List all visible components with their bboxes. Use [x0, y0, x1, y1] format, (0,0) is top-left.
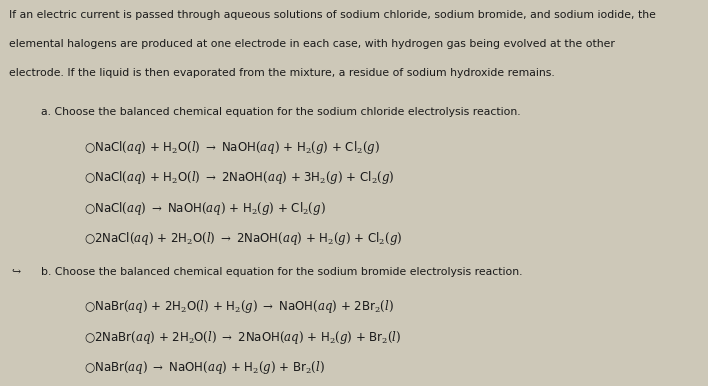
Text: elemental halogens are produced at one electrode in each case, with hydrogen gas: elemental halogens are produced at one e…	[9, 39, 615, 49]
Text: a. Choose the balanced chemical equation for the sodium chloride electrolysis re: a. Choose the balanced chemical equation…	[41, 107, 520, 117]
Text: $\bigcirc$NaCl$(aq)$ $\rightarrow$ NaOH$(aq)$ + H$_2$$(g)$ + Cl$_2$$(g)$: $\bigcirc$NaCl$(aq)$ $\rightarrow$ NaOH$…	[84, 200, 326, 217]
Text: $\hookrightarrow$: $\hookrightarrow$	[9, 267, 22, 277]
Text: $\bigcirc$2NaCl$(aq)$ + 2H$_2$O$(l)$ $\rightarrow$ 2NaOH$(aq)$ + H$_2$$(g)$ + Cl: $\bigcirc$2NaCl$(aq)$ + 2H$_2$O$(l)$ $\r…	[84, 230, 402, 247]
Text: $\bigcirc$NaBr$(aq)$ $\rightarrow$ NaOH$(aq)$ + H$_2$$(g)$ + Br$_2$$(l)$: $\bigcirc$NaBr$(aq)$ $\rightarrow$ NaOH$…	[84, 359, 324, 376]
Text: b. Choose the balanced chemical equation for the sodium bromide electrolysis rea: b. Choose the balanced chemical equation…	[41, 267, 523, 277]
Text: If an electric current is passed through aqueous solutions of sodium chloride, s: If an electric current is passed through…	[9, 10, 656, 20]
Text: $\bigcirc$NaCl$(aq)$ + H$_2$O$(l)$ $\rightarrow$ NaOH$(aq)$ + H$_2$$(g)$ + Cl$_2: $\bigcirc$NaCl$(aq)$ + H$_2$O$(l)$ $\rig…	[84, 139, 379, 156]
Text: $\bigcirc$NaCl$(aq)$ + H$_2$O$(l)$ $\rightarrow$ 2NaOH$(aq)$ + 3H$_2$$(g)$ + Cl$: $\bigcirc$NaCl$(aq)$ + H$_2$O$(l)$ $\rig…	[84, 169, 394, 186]
Text: $\bigcirc$NaBr$(aq)$ + 2H$_2$O$(l)$ + H$_2$$(g)$ $\rightarrow$ NaOH$(aq)$ + 2Br$: $\bigcirc$NaBr$(aq)$ + 2H$_2$O$(l)$ + H$…	[84, 298, 394, 315]
Text: $\bigcirc$2NaBr$(aq)$ + 2H$_2$O$(l)$ $\rightarrow$ 2NaOH$(aq)$ + H$_2$$(g)$ + Br: $\bigcirc$2NaBr$(aq)$ + 2H$_2$O$(l)$ $\r…	[84, 329, 401, 346]
Text: electrode. If the liquid is then evaporated from the mixture, a residue of sodiu: electrode. If the liquid is then evapora…	[9, 68, 555, 78]
